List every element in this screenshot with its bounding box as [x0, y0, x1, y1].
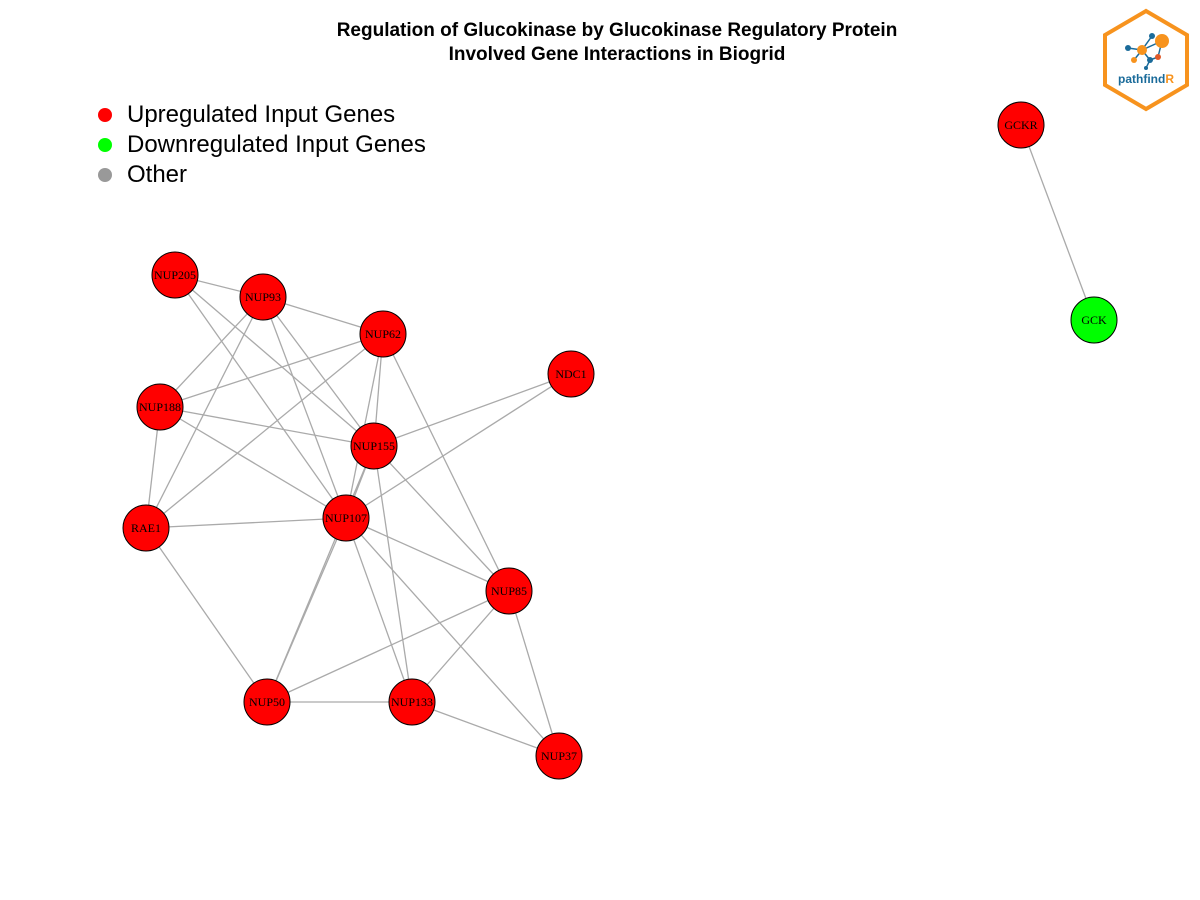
edge-nup62-nup188	[159, 333, 384, 408]
node-label-gckr: GCKR	[1004, 118, 1037, 132]
edge-nup85-nup133	[411, 590, 510, 703]
node-label-nup50: NUP50	[249, 695, 285, 709]
node-label-nup188: NUP188	[139, 400, 181, 414]
pathfindr-logo: pathfindR	[1103, 8, 1189, 112]
node-nup133: NUP133	[388, 678, 436, 726]
node-label-nup205: NUP205	[154, 268, 196, 282]
node-circle-nup62	[359, 310, 407, 358]
edge-nup107-nup37	[345, 517, 560, 757]
node-gckr: GCKR	[997, 101, 1045, 149]
legend-label-upregulated: Upregulated Input Genes	[127, 101, 396, 128]
node-rae1: RAE1	[122, 504, 170, 552]
edge-rae1-nup50	[145, 527, 268, 703]
node-circle-nup155	[350, 422, 398, 470]
legend-label-other: Other	[127, 161, 188, 188]
node-nup93: NUP93	[239, 273, 287, 321]
node-label-nup155: NUP155	[353, 439, 395, 453]
node-label-nup37: NUP37	[541, 749, 577, 763]
legend-item-downregulated: Downregulated Input Genes	[98, 130, 426, 160]
node-circle-nup133	[388, 678, 436, 726]
node-label-nup62: NUP62	[365, 327, 401, 341]
node-nup37: NUP37	[535, 732, 583, 780]
node-circle-nup85	[485, 567, 533, 615]
edge-rae1-nup107	[145, 517, 347, 529]
node-circle-rae1	[122, 504, 170, 552]
node-label-gck: GCK	[1081, 313, 1107, 327]
node-label-rae1: RAE1	[131, 521, 161, 535]
node-nup50: NUP50	[243, 678, 291, 726]
figure-title-line-2: Involved Gene Interactions in Biogrid	[448, 44, 786, 65]
node-ndc1: NDC1	[547, 350, 595, 398]
edge-nup205-nup107	[174, 274, 347, 519]
logo-hexagon	[1103, 8, 1189, 112]
node-nup85: NUP85	[485, 567, 533, 615]
edge-ndc1-nup107	[345, 373, 572, 519]
legend-dot-downregulated	[98, 138, 112, 152]
node-label-nup93: NUP93	[245, 290, 281, 304]
legend-label-downregulated: Downregulated Input Genes	[127, 131, 426, 158]
edge-nup155-nup85	[373, 445, 510, 592]
node-circle-ndc1	[547, 350, 595, 398]
edge-nup93-nup155	[262, 296, 375, 447]
edge-gckr-gck	[1020, 124, 1095, 321]
node-nup205: NUP205	[151, 251, 199, 299]
edge-nup85-nup37	[508, 590, 560, 757]
node-circle-gckr	[997, 101, 1045, 149]
node-nup188: NUP188	[136, 383, 184, 431]
edge-nup188-nup155	[159, 406, 375, 447]
node-label-nup107: NUP107	[325, 511, 367, 525]
edge-nup155-nup133	[373, 445, 413, 703]
edge-nup93-nup188	[159, 296, 264, 408]
network-edges	[145, 124, 1095, 757]
node-gck: GCK	[1070, 296, 1118, 344]
edge-nup93-rae1	[145, 296, 264, 529]
node-circle-nup107	[322, 494, 370, 542]
edge-nup62-nup85	[382, 333, 510, 592]
edge-nup85-nup50	[266, 590, 510, 703]
legend-item-other: Other	[98, 160, 187, 190]
node-label-nup133: NUP133	[391, 695, 433, 709]
node-nup107: NUP107	[322, 494, 370, 542]
edge-ndc1-nup155	[373, 373, 572, 447]
legend-dot-upregulated	[98, 108, 112, 122]
node-circle-gck	[1070, 296, 1118, 344]
figure-title-line-1: Regulation of Glucokinase by Glucokinase…	[336, 20, 898, 41]
edge-nup93-nup107	[262, 296, 347, 519]
node-circle-nup205	[151, 251, 199, 299]
node-circle-nup50	[243, 678, 291, 726]
legend-dot-other	[98, 168, 112, 182]
node-circle-nup93	[239, 273, 287, 321]
edge-nup133-nup37	[411, 701, 560, 757]
edge-nup205-nup155	[174, 274, 375, 447]
logo-network-icon	[1125, 33, 1169, 70]
node-circle-nup37	[535, 732, 583, 780]
logo-wordmark: pathfindR	[1118, 72, 1174, 86]
node-label-ndc1: NDC1	[555, 367, 586, 381]
edge-nup107-nup133	[345, 517, 413, 703]
node-nup62: NUP62	[359, 310, 407, 358]
edge-nup107-nup85	[345, 517, 510, 592]
node-label-nup85: NUP85	[491, 584, 527, 598]
node-nup155: NUP155	[350, 422, 398, 470]
edge-nup188-nup107	[159, 406, 347, 519]
edge-nup62-rae1	[145, 333, 384, 529]
edge-nup107-nup50	[266, 517, 347, 703]
node-circle-nup188	[136, 383, 184, 431]
network-nodes: NUP205 NUP93 NUP62 NDC1 NUP188 NUP155 RAE1 NUP1…	[122, 101, 1118, 780]
legend-item-upregulated: Upregulated Input Genes	[98, 100, 395, 130]
